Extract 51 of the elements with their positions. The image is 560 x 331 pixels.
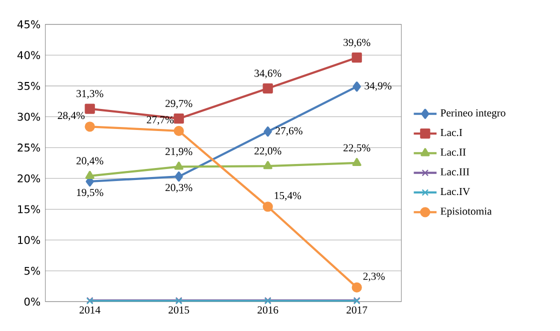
point (352, 52, 362, 63)
y-tick-label: 25% (18, 144, 40, 152)
data-label: 15,4% (274, 192, 302, 201)
data-label: 22,5% (344, 144, 370, 153)
point (262, 202, 273, 212)
legend-label: Lac.I (440, 129, 462, 136)
legend-label: Lac.III (440, 168, 470, 176)
y-tick-label: 30% (18, 112, 40, 121)
data-label: 29,7% (166, 100, 192, 109)
data-label: 39,6% (344, 38, 370, 48)
data-label: 27,7% (146, 116, 174, 125)
point (174, 162, 184, 170)
legend-label: Lac.IV (440, 188, 470, 196)
legend-label: Episiotomia (440, 208, 492, 217)
y-tick-label: 15% (18, 205, 40, 214)
point (264, 126, 272, 137)
data-label: 28,4% (58, 112, 85, 121)
point (352, 158, 362, 166)
point (352, 282, 362, 293)
y-tick-label: 5% (24, 266, 40, 275)
y-tick-label: 10% (18, 236, 40, 244)
point (263, 161, 272, 170)
legend-label: Lac.II (440, 148, 466, 156)
point (84, 104, 95, 114)
y-tick-label: 20% (18, 174, 40, 182)
point (85, 170, 94, 179)
point (84, 122, 95, 132)
point (174, 171, 183, 182)
point (174, 126, 184, 136)
data-label: 22,0% (254, 147, 282, 156)
data-label: 2,3% (363, 272, 385, 282)
point (352, 82, 361, 92)
data-label: 20,4% (76, 157, 104, 166)
data-label: 19,5% (77, 188, 104, 198)
legend-label: Perineo integro (440, 109, 506, 119)
data-label: 34,6% (254, 70, 282, 78)
x-tick-label: 2015 (168, 306, 190, 314)
data-label: 21,9% (166, 148, 192, 157)
data-label: 27,6% (276, 127, 302, 136)
point (262, 83, 273, 94)
y-tick-label: 45% (17, 20, 40, 28)
data-label: 34,9% (364, 82, 392, 91)
y-tick-label: 40% (17, 51, 40, 60)
data-label: 31,3% (76, 90, 104, 99)
x-tick-label: 2014 (80, 306, 100, 314)
x-tick-label: 2016 (258, 306, 278, 314)
x-tick-label: 2017 (346, 306, 368, 314)
point (174, 114, 184, 124)
data-label: 20,3% (166, 184, 192, 193)
y-tick-label: 0% (24, 298, 40, 306)
y-tick-label: 35% (18, 82, 40, 90)
